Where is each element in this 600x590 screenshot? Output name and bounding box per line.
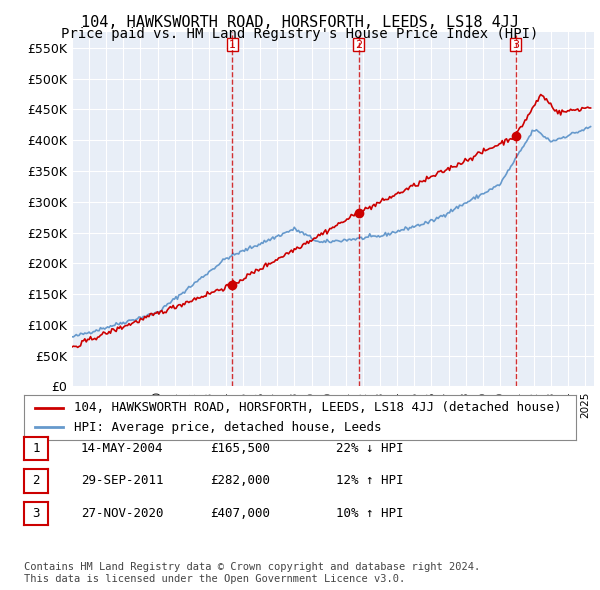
Text: 12% ↑ HPI: 12% ↑ HPI (336, 474, 404, 487)
Text: 1: 1 (229, 40, 236, 50)
Text: 22% ↓ HPI: 22% ↓ HPI (336, 442, 404, 455)
Text: Contains HM Land Registry data © Crown copyright and database right 2024.
This d: Contains HM Land Registry data © Crown c… (24, 562, 480, 584)
Text: £282,000: £282,000 (210, 474, 270, 487)
Text: HPI: Average price, detached house, Leeds: HPI: Average price, detached house, Leed… (74, 421, 381, 434)
Text: 10% ↑ HPI: 10% ↑ HPI (336, 507, 404, 520)
Text: £407,000: £407,000 (210, 507, 270, 520)
Text: 29-SEP-2011: 29-SEP-2011 (81, 474, 163, 487)
Text: 2: 2 (32, 474, 40, 487)
Text: 3: 3 (32, 507, 40, 520)
Text: 27-NOV-2020: 27-NOV-2020 (81, 507, 163, 520)
Text: 104, HAWKSWORTH ROAD, HORSFORTH, LEEDS, LS18 4JJ (detached house): 104, HAWKSWORTH ROAD, HORSFORTH, LEEDS, … (74, 401, 561, 414)
Text: £165,500: £165,500 (210, 442, 270, 455)
Text: 1: 1 (32, 442, 40, 455)
Text: 2: 2 (355, 40, 362, 50)
Text: 3: 3 (512, 40, 519, 50)
Text: Price paid vs. HM Land Registry's House Price Index (HPI): Price paid vs. HM Land Registry's House … (61, 27, 539, 41)
Text: 104, HAWKSWORTH ROAD, HORSFORTH, LEEDS, LS18 4JJ: 104, HAWKSWORTH ROAD, HORSFORTH, LEEDS, … (81, 15, 519, 30)
Text: 14-MAY-2004: 14-MAY-2004 (81, 442, 163, 455)
